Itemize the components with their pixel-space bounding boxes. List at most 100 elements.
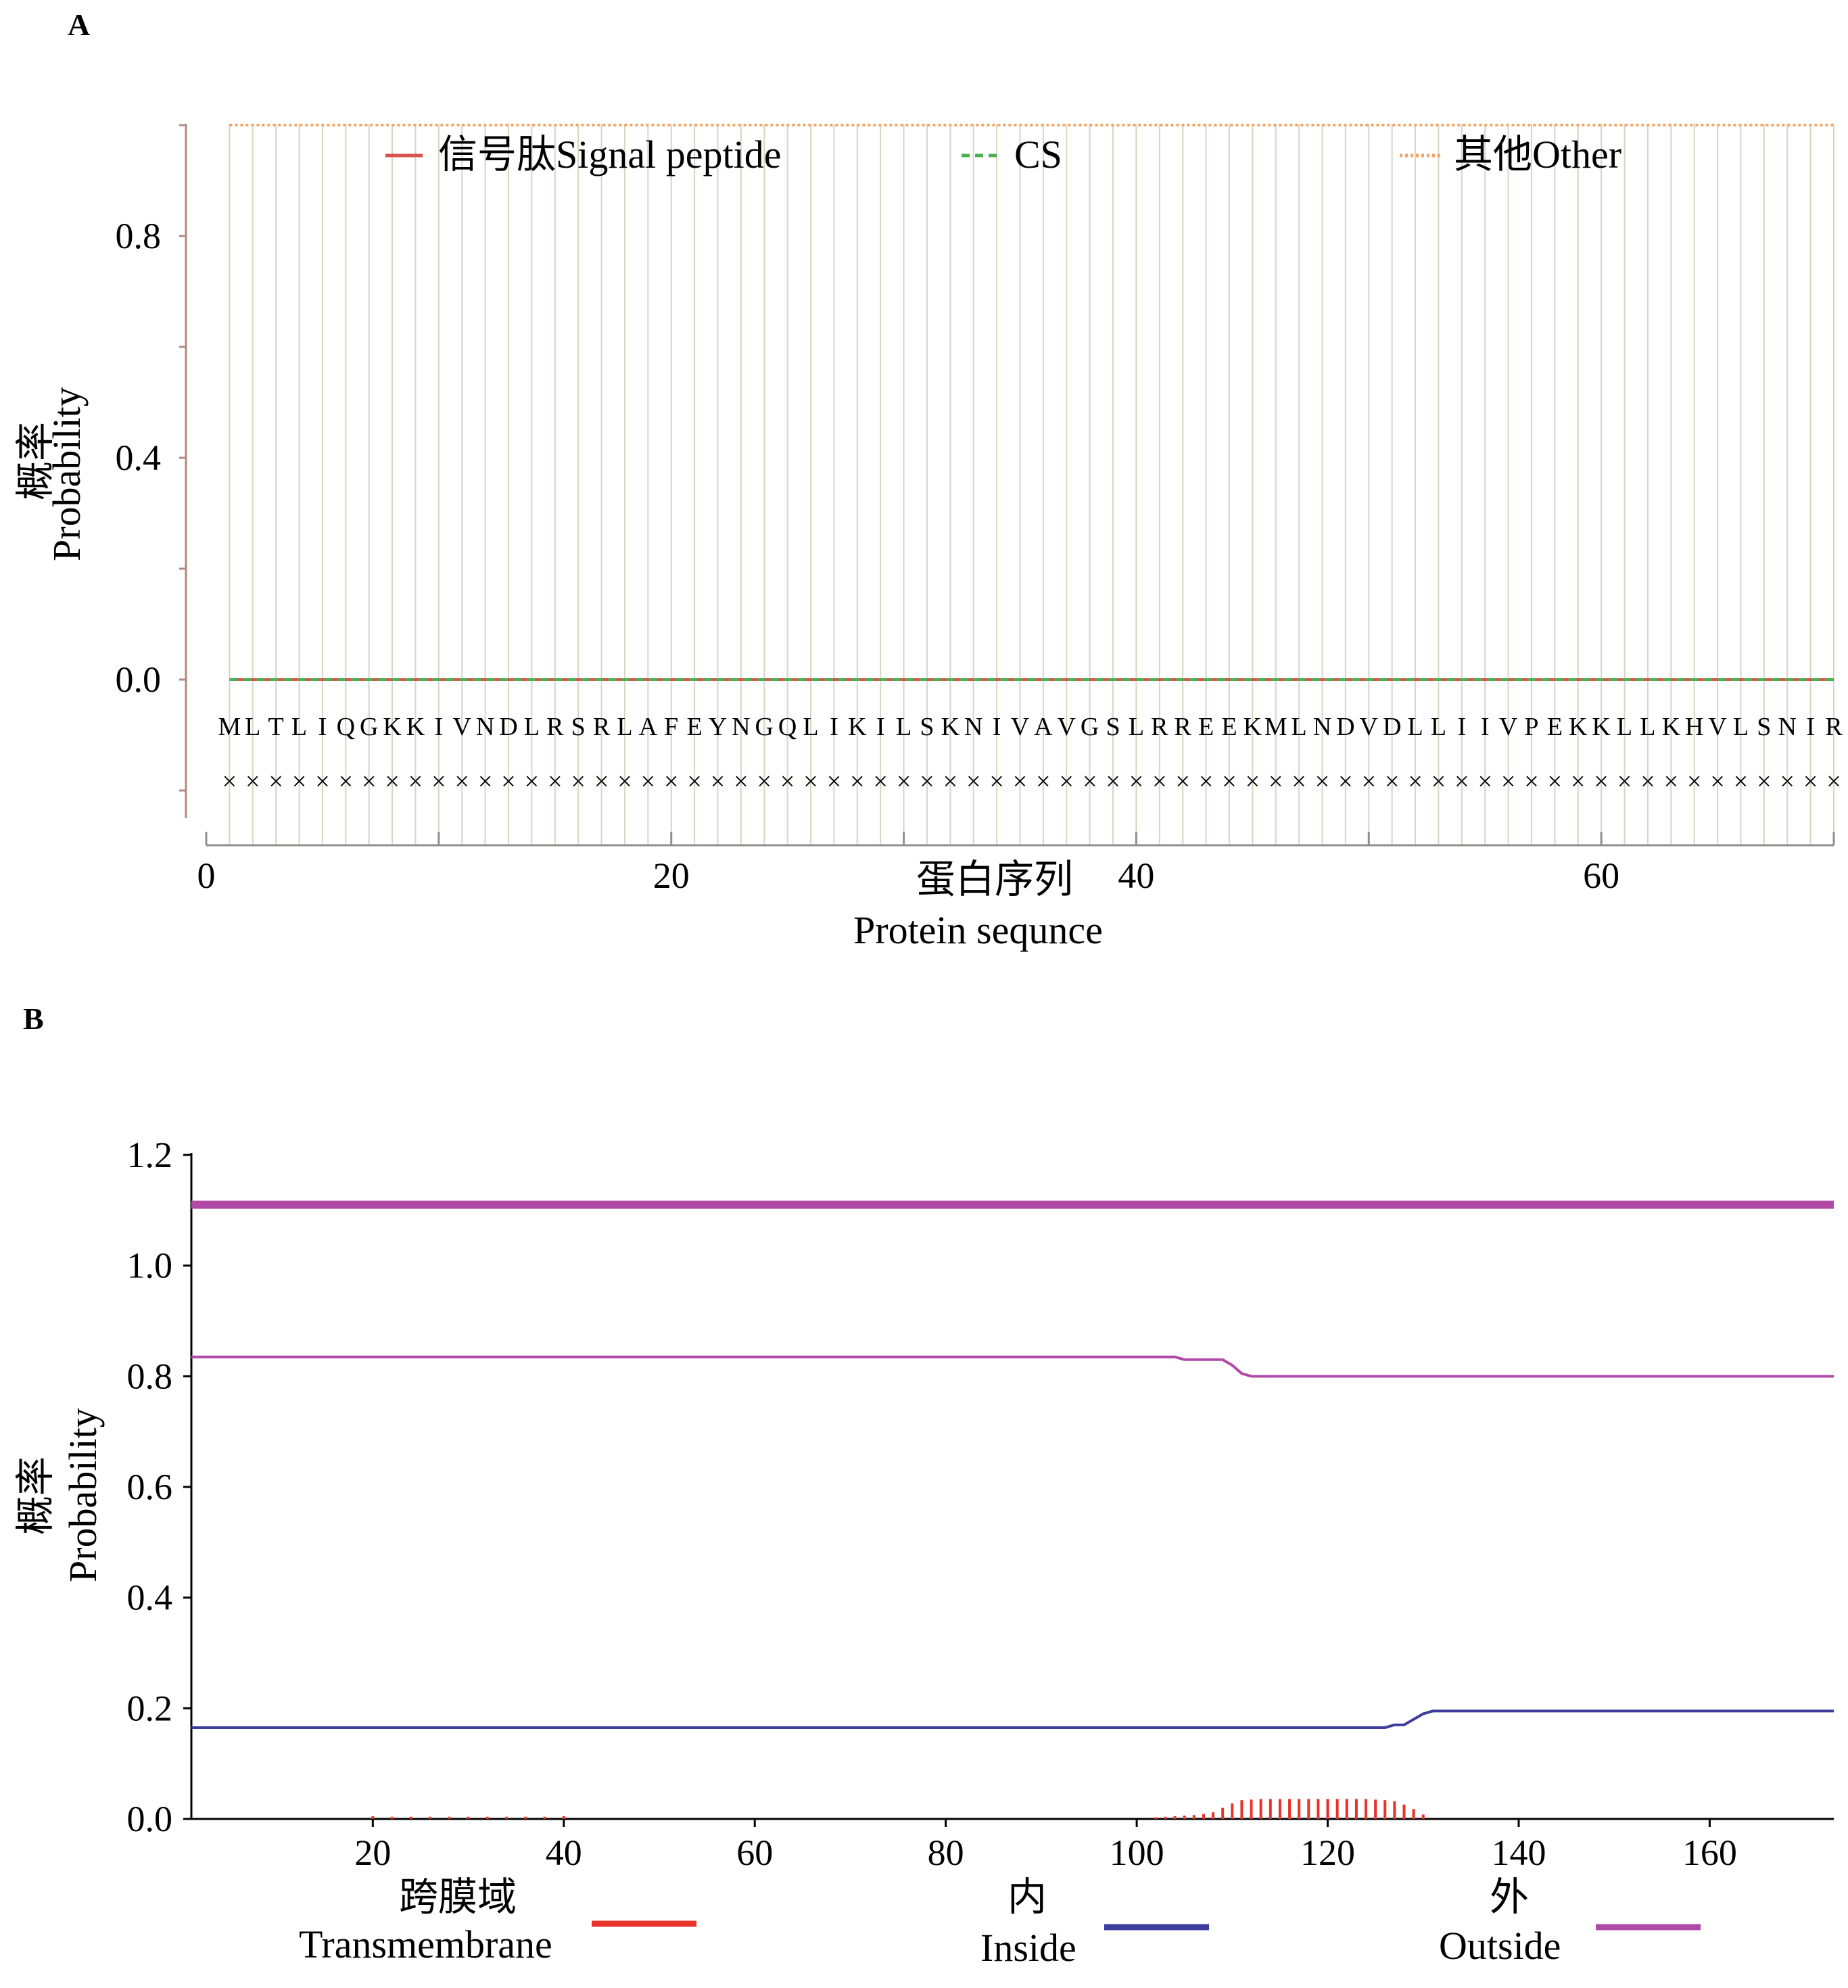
residue-letter: L [896, 713, 911, 741]
cleavage-marker: × [943, 767, 957, 796]
residue-letter: R [1151, 713, 1168, 741]
residue-letter: I [993, 713, 1001, 741]
residue-letter: M [218, 713, 241, 741]
cleavage-marker: × [664, 767, 678, 796]
cleavage-marker: × [1454, 767, 1469, 796]
cleavage-marker: × [1826, 767, 1841, 796]
residue-letter: L [1407, 713, 1423, 741]
cleavage-marker: × [1013, 767, 1027, 796]
residue-letter: P [1524, 713, 1538, 741]
cleavage-marker: × [1548, 767, 1562, 796]
cleavage-marker: × [1129, 767, 1143, 796]
y-tick-label: 0.6 [127, 1467, 173, 1507]
legend-transmembrane-label-en: Transmembrane [299, 1922, 552, 1966]
residue-letter: E [686, 713, 702, 741]
cleavage-marker: × [408, 767, 423, 796]
cleavage-marker: × [1222, 767, 1236, 796]
cleavage-marker: × [687, 767, 701, 796]
residue-letter: K [406, 713, 425, 741]
residue-letter: L [1640, 713, 1655, 741]
residue-letter: T [268, 713, 284, 741]
residue-letter: L [291, 713, 307, 741]
series-line-inside [191, 1709, 1834, 1729]
residue-letter: E [1198, 713, 1214, 741]
residue-letter: K [941, 713, 960, 741]
panel-a-series [229, 124, 1834, 681]
cleavage-marker: × [1315, 767, 1329, 796]
residue-letter: I [1458, 713, 1467, 741]
cleavage-marker: × [1594, 767, 1608, 796]
panel-a-label: A [68, 7, 90, 42]
legend-inside-label-en: Inside [980, 1926, 1076, 1970]
cleavage-marker: × [594, 767, 609, 796]
cleavage-marker: × [268, 767, 283, 796]
cleavage-marker: × [455, 767, 469, 796]
panel-a-residue-gridlines [229, 124, 1834, 845]
residue-letter: K [383, 713, 402, 741]
legend-outside-label-en: Outside [1439, 1924, 1561, 1968]
cleavage-marker: × [1617, 767, 1632, 796]
cleavage-marker: × [1338, 767, 1352, 796]
y-tick-label: 1.0 [127, 1246, 173, 1286]
panel-b-y-title-en: Probability [61, 1408, 105, 1582]
residue-letter: I [1806, 713, 1815, 741]
residue-letter: A [1034, 713, 1053, 741]
residue-letter: N [1313, 713, 1331, 741]
residue-letter: L [1617, 713, 1632, 741]
residue-letter: N [732, 713, 750, 741]
cleavage-marker: × [1269, 767, 1283, 796]
cleavage-marker: × [1060, 767, 1074, 796]
residue-letter: N [964, 713, 982, 741]
residue-letter: K [848, 713, 867, 741]
residue-letter: I [1481, 713, 1490, 741]
residue-letter: V [1011, 713, 1030, 741]
cleavage-marker: × [920, 767, 934, 796]
y-tick-label: 0.4 [116, 437, 162, 478]
cleavage-marker: × [501, 767, 515, 796]
cleavage-marker: × [873, 767, 887, 796]
cleavage-marker: × [1524, 767, 1538, 796]
cleavage-marker: × [245, 767, 260, 796]
legend-inside: 内 Inside [980, 1875, 1209, 1970]
legend-signal-peptide: 信号肽Signal peptide [385, 133, 781, 176]
residue-letter: L [617, 713, 632, 741]
legend-cs-label: CS [1014, 133, 1062, 176]
panel-b-legend: 跨膜域 Transmembrane 内 Inside 外 Outside [299, 1875, 1701, 1970]
residue-letter: L [1292, 713, 1307, 741]
cleavage-marker: × [222, 767, 237, 796]
x-tick-label: 60 [736, 1832, 773, 1873]
cleavage-marker: × [1501, 767, 1515, 796]
cleavage-marker: × [339, 767, 353, 796]
residue-letter: S [920, 713, 934, 741]
cleavage-marker: × [1687, 767, 1701, 796]
cleavage-marker: × [734, 767, 748, 796]
cleavage-marker: × [897, 767, 911, 796]
residue-letter: V [1708, 713, 1727, 741]
cleavage-marker: × [1710, 767, 1724, 796]
panel-b-series [191, 1200, 1834, 1819]
cleavage-marker: × [1431, 767, 1446, 796]
cleavage-marker: × [989, 767, 1003, 796]
cleavage-marker: × [1408, 767, 1422, 796]
cleavage-marker: × [617, 767, 632, 796]
cleavage-marker: × [1477, 767, 1492, 796]
cleavage-marker: × [315, 767, 329, 796]
residue-letter: H [1685, 713, 1703, 741]
residue-letter: D [499, 713, 517, 741]
residue-letter: N [476, 713, 494, 741]
cleavage-marker: × [1292, 767, 1306, 796]
x-tick-label: 120 [1300, 1832, 1355, 1873]
residue-letter: L [524, 713, 540, 741]
y-tick-label: 0.8 [127, 1356, 173, 1396]
series-line-outside [191, 1355, 1834, 1378]
residue-letter: S [1106, 713, 1120, 741]
cleavage-marker: × [1036, 767, 1050, 796]
cleavage-marker: × [431, 767, 446, 796]
residue-letter: R [1175, 713, 1192, 741]
x-tick-label: 20 [653, 855, 690, 896]
panel-a-cleavage-markers: × × × × × × × × × × × × × × × × × × × × × × × × × × × × × × × × × × × × × × × ×… [222, 767, 1841, 796]
panel-a-y-ticks: 0.0 0.4 0.8 [116, 124, 186, 792]
cleavage-marker: × [1664, 767, 1678, 796]
cleavage-marker: × [1780, 767, 1795, 796]
cleavage-marker: × [548, 767, 562, 796]
